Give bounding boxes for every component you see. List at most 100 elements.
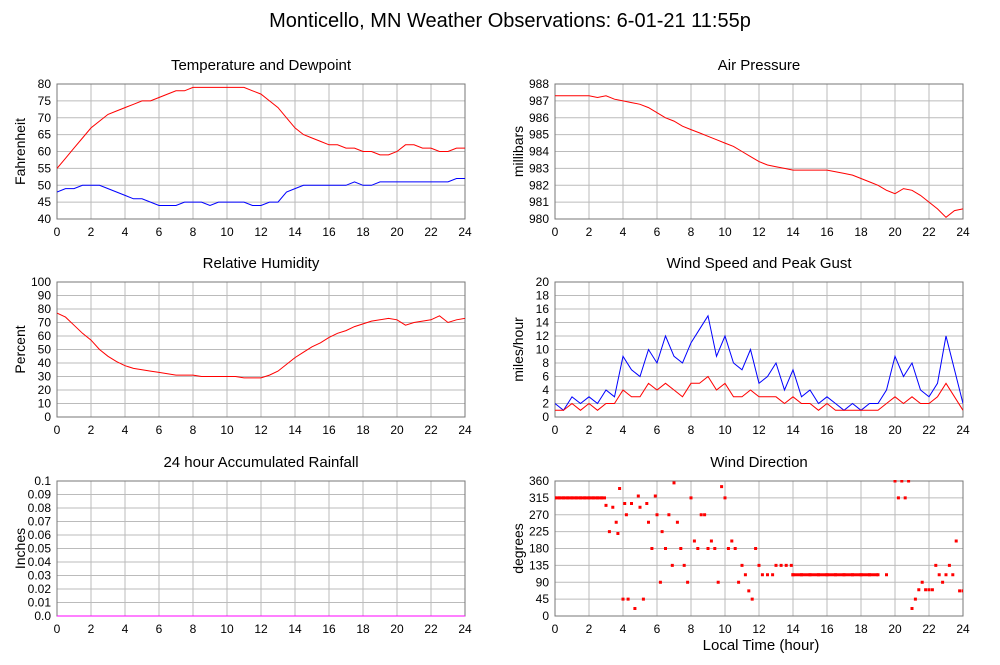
pressure-y-tick-label: 984	[529, 145, 549, 159]
wind-direction-point	[692, 539, 696, 543]
wind-speed-x-tick-label: 18	[854, 423, 868, 437]
humidity-y-tick-label: 60	[38, 329, 52, 343]
wind-speed-x-tick-label: 14	[786, 423, 800, 437]
rainfall-y-axis-label: Inches	[12, 528, 28, 569]
temperature-x-tick-label: 12	[254, 225, 268, 239]
wind-direction-chart: 0 2 4 6 8 10 12 14 16 18 20 22 240459013518022527031…	[510, 454, 970, 636]
wind-direction-point	[900, 480, 904, 483]
wind-direction-point	[757, 563, 761, 567]
wind-speed-x-tick-label: 8	[688, 423, 695, 437]
wind-speed-frame	[554, 281, 964, 418]
wind-direction-point	[737, 580, 741, 584]
wind-direction-point	[954, 539, 958, 543]
humidity-x-tick-label: 10	[220, 423, 234, 437]
rainfall-x-tick-label: 16	[322, 622, 336, 636]
wind-direction-point	[924, 588, 928, 592]
humidity-x-tick-label: 8	[190, 423, 197, 437]
temperature-x-tick-label: 20	[390, 225, 404, 239]
wind-direction-point	[720, 485, 724, 489]
pressure-title: Air Pressure	[718, 57, 801, 74]
wind-direction-point	[667, 513, 671, 517]
wind-direction-x-tick-label: 16	[820, 622, 834, 636]
rainfall-x-tick-label: 10	[220, 622, 234, 636]
wind-speed-x-tick-label: 2	[586, 423, 593, 437]
wind-direction-point	[636, 494, 640, 498]
wind-direction-point	[614, 520, 618, 524]
wind-direction-point	[638, 505, 642, 509]
pressure-y-axis-label: millibars	[510, 126, 526, 177]
wind-direction-y-tick-label: 270	[529, 508, 549, 522]
wind-direction-point	[670, 563, 674, 567]
wind-direction-point	[641, 597, 645, 601]
wind-speed-x-tick-label: 20	[888, 423, 902, 437]
wind-direction-x-tick-label: 18	[854, 622, 868, 636]
humidity-x-tick-label: 22	[424, 423, 438, 437]
wind-direction-point	[664, 547, 667, 550]
rainfall-x-tick-label: 6	[156, 622, 163, 636]
rainfall-x-tick-label: 22	[424, 622, 438, 636]
wind-direction-point	[726, 547, 730, 550]
pressure-y-tick-label: 988	[529, 77, 549, 91]
wind-direction-point	[682, 563, 686, 567]
temperature-y-tick-label: 55	[38, 161, 52, 175]
wind-direction-point	[716, 580, 720, 584]
rainfall-x-tick-label: 24	[458, 622, 472, 636]
pressure-x-tick-label: 24	[956, 225, 970, 239]
humidity-chart: 0 2 4 6 8 10 12 14 16 18 20 22 240102030405060708090…	[12, 255, 472, 437]
humidity-x-tick-label: 0	[54, 423, 61, 437]
rainfall-y-tick-label: 0.01	[28, 596, 52, 610]
wind-direction-point	[624, 513, 628, 517]
wind-direction-point	[771, 573, 775, 577]
x-axis-label: Local Time (hour)	[703, 637, 820, 654]
temperature-y-tick-label: 40	[38, 212, 52, 226]
wind-speed-y-tick-label: 10	[536, 343, 550, 357]
pressure-y-tick-label: 980	[529, 212, 549, 226]
wind-direction-point	[647, 520, 650, 524]
wind-direction-y-tick-label: 360	[529, 474, 549, 488]
wind-speed-x-tick-label: 12	[752, 423, 766, 437]
humidity-x-tick-label: 4	[122, 423, 129, 437]
temperature-x-tick-label: 2	[88, 225, 95, 239]
wind-speed-x-tick-label: 10	[718, 423, 732, 437]
pressure-y-tick-label: 981	[529, 195, 549, 209]
wind-speed-x-tick-label: 24	[956, 423, 970, 437]
wind-direction-point	[675, 520, 679, 524]
wind-direction-point	[618, 487, 622, 490]
wind-direction-point	[947, 563, 951, 567]
pressure-x-tick-label: 20	[888, 225, 902, 239]
temperature-x-tick-label: 10	[220, 225, 234, 239]
wind-direction-point	[779, 563, 783, 567]
temperature-y-axis-label: Fahrenheit	[12, 118, 28, 185]
wind-direction-point	[653, 494, 657, 498]
humidity-x-tick-label: 16	[322, 423, 336, 437]
wind-speed-y-tick-label: 0	[542, 410, 549, 424]
wind-direction-point	[703, 513, 707, 517]
wind-direction-point	[607, 530, 611, 534]
pressure-x-tick-label: 16	[820, 225, 834, 239]
rainfall-y-tick-label: 0.07	[28, 515, 52, 529]
temperature-x-tick-label: 14	[288, 225, 302, 239]
pressure-x-tick-label: 18	[854, 225, 868, 239]
rainfall-y-tick-label: 0.1	[34, 474, 51, 488]
wind-direction-y-tick-label: 180	[529, 542, 549, 556]
wind-direction-point	[917, 588, 921, 592]
pressure-y-tick-label: 987	[529, 94, 549, 108]
wind-direction-point	[645, 502, 649, 505]
wind-direction-x-tick-label: 0	[552, 622, 559, 636]
temperature-y-tick-label: 80	[38, 77, 52, 91]
wind-direction-point	[655, 513, 659, 517]
pressure-x-tick-label: 6	[654, 225, 661, 239]
wind-direction-point	[633, 607, 637, 610]
wind-speed-y-tick-label: 16	[536, 302, 550, 316]
humidity-x-tick-label: 12	[254, 423, 268, 437]
humidity-frame	[56, 281, 466, 418]
rainfall-y-tick-label: 0.03	[28, 569, 52, 583]
wind-direction-point	[679, 547, 683, 550]
wind-speed-series-line-1	[555, 375, 963, 411]
wind-direction-point	[621, 597, 625, 601]
temperature-x-tick-label: 6	[156, 225, 163, 239]
temperature-y-tick-label: 70	[38, 111, 52, 125]
rainfall-y-tick-label: 0.04	[28, 555, 52, 569]
temperature-x-tick-label: 4	[122, 225, 129, 239]
wind-speed-y-tick-label: 2	[542, 397, 549, 411]
